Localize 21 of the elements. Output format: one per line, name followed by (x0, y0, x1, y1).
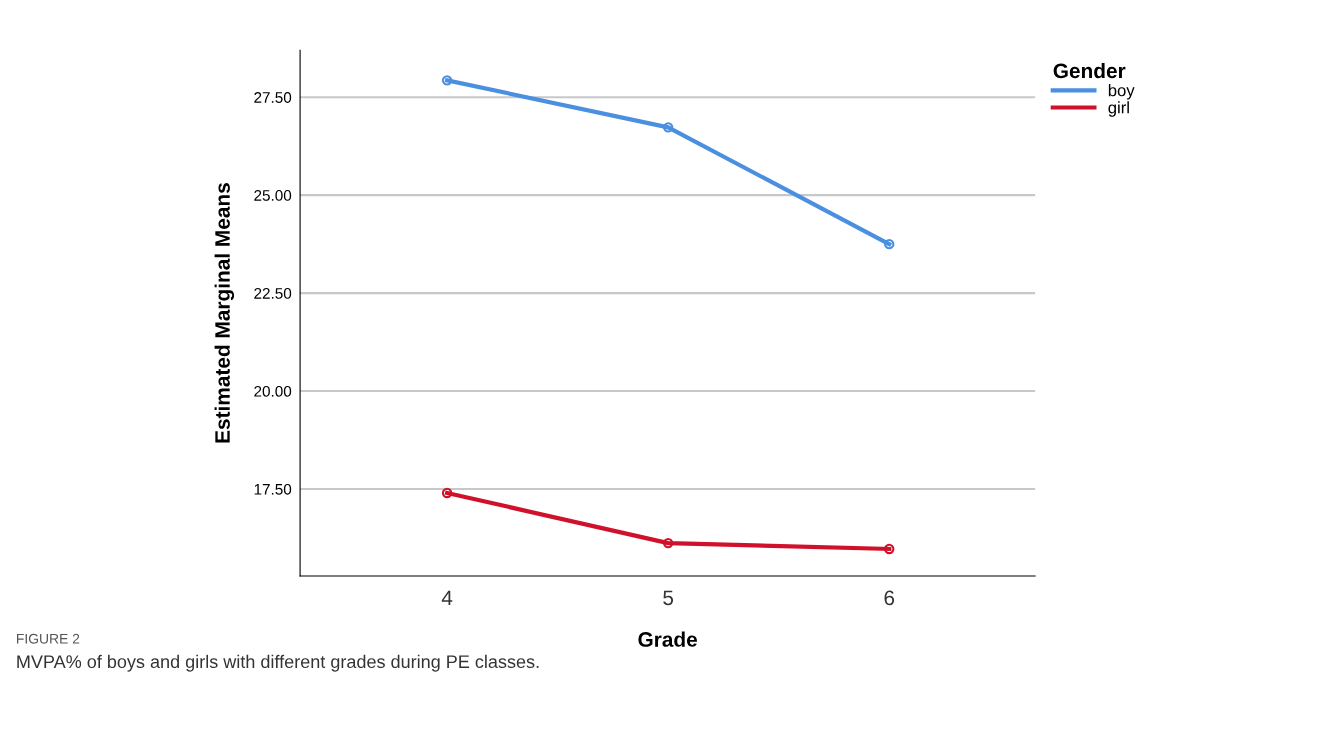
point (441, 487, 453, 499)
point (662, 537, 674, 549)
x-tick-label: 6 (884, 590, 895, 606)
y-tick-label: 22.50 (254, 287, 292, 299)
y-tick-label: 27.50 (254, 92, 292, 103)
point (884, 543, 895, 555)
x-axis-title: Grade (638, 631, 698, 647)
x-tick-label: 4 (441, 590, 453, 605)
point (441, 75, 453, 86)
caption: FIGURE 2 (17, 633, 80, 644)
y-tick-label: 20.00 (254, 385, 292, 397)
text: MVPA% of boys and girls with different grades during PE classes. (17, 654, 539, 672)
point (884, 238, 895, 250)
y-axis-title: Estimated Marginal Means (214, 183, 235, 443)
legend-label: boy (1108, 84, 1135, 100)
point (662, 122, 674, 133)
legend-title: Gender (1053, 62, 1126, 79)
y-tick-label: 17.50 (254, 483, 292, 495)
x-tick-label: 5 (663, 590, 674, 606)
legend-label: girl (1108, 101, 1129, 117)
y-tick-label: 25.00 (254, 190, 292, 201)
